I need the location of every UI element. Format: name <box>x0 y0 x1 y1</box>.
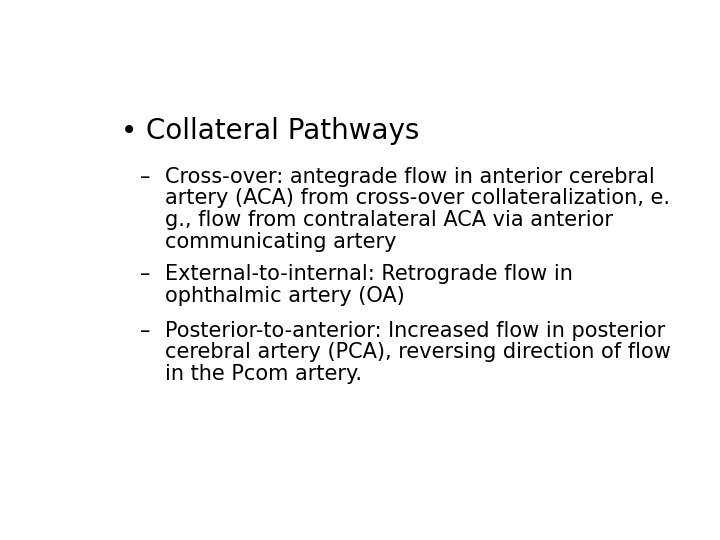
Text: –: – <box>140 265 150 285</box>
Text: Posterior-to-anterior: Increased flow in posterior: Posterior-to-anterior: Increased flow in… <box>166 321 665 341</box>
Text: cerebral artery (PCA), reversing direction of flow: cerebral artery (PCA), reversing directi… <box>166 342 671 362</box>
Text: ophthalmic artery (OA): ophthalmic artery (OA) <box>166 286 405 306</box>
Text: communicating artery: communicating artery <box>166 232 397 252</box>
Text: –: – <box>140 321 150 341</box>
Text: –: – <box>140 167 150 187</box>
Text: Collateral Pathways: Collateral Pathways <box>145 117 419 145</box>
Text: External-to-internal: Retrograde flow in: External-to-internal: Retrograde flow in <box>166 265 573 285</box>
Text: •: • <box>121 117 137 145</box>
Text: g., flow from contralateral ACA via anterior: g., flow from contralateral ACA via ante… <box>166 210 613 230</box>
Text: in the Pcom artery.: in the Pcom artery. <box>166 364 362 384</box>
Text: Cross-over: antegrade flow in anterior cerebral: Cross-over: antegrade flow in anterior c… <box>166 167 655 187</box>
Text: artery (ACA) from cross-over collateralization, e.: artery (ACA) from cross-over collaterali… <box>166 188 670 208</box>
